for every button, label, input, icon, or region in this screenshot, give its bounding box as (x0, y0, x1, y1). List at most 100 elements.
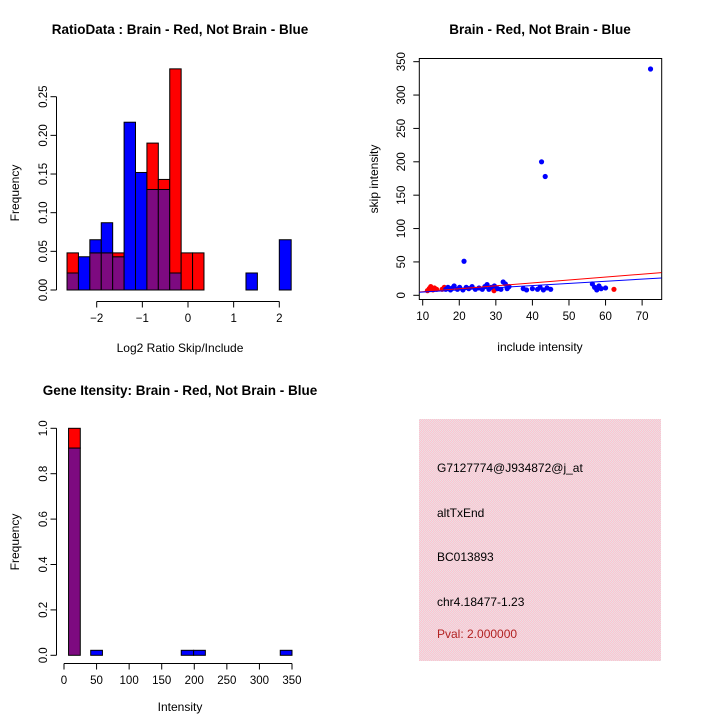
bar-segment (100, 222, 114, 254)
bar-segment (66, 252, 79, 274)
scatter-xlabel: include intensity (497, 340, 583, 354)
data-point-blue (529, 286, 536, 292)
bar-segment (89, 252, 102, 291)
tick-label: 0.4 (38, 556, 50, 573)
bar-segment (157, 188, 171, 291)
tick-label: 300 (396, 85, 408, 104)
tick-label: −1 (136, 313, 149, 325)
bar-segment (157, 178, 171, 190)
data-point-blue (598, 286, 604, 292)
tick-label: 1.0 (38, 420, 50, 436)
pval-text: Pval: 2.000000 (437, 627, 518, 641)
tick-label: 0.00 (38, 279, 50, 301)
tick-label: 0.8 (38, 466, 50, 482)
data-point-blue (523, 287, 530, 293)
tick-label: 100 (396, 219, 408, 238)
tick-label: 150 (396, 186, 408, 205)
data-point-blue (484, 282, 490, 288)
bar-segment (192, 252, 205, 291)
tick-label: 0.15 (38, 163, 50, 185)
tick-label: 0 (396, 292, 408, 298)
data-point-blue (451, 283, 457, 289)
tick-label: −2 (90, 313, 103, 325)
ratio-histogram-title: RatioData : Brain - Red, Not Brain - Blu… (51, 22, 309, 37)
bar-segment (278, 239, 292, 291)
fit-line-blue (419, 277, 662, 293)
data-point-blue (542, 173, 548, 180)
tick-label: 10 (416, 311, 429, 323)
tick-label: 250 (217, 675, 236, 687)
ratio-histogram: 0.00 0.05 0.10 0.15 0.20 0.25 −2 −1 0 1 2 (38, 68, 292, 325)
accession-text: BC013893 (437, 550, 494, 564)
tick-label: 30 (489, 311, 502, 323)
gene-intensity-histogram: 0.0 0.2 0.4 0.6 0.8 1.0 0 50 100 150 200 250 300 350 (38, 420, 302, 687)
data-point-red (611, 286, 617, 292)
bar-segment (180, 649, 195, 656)
bar-segment (112, 252, 125, 258)
bar-segment (112, 256, 125, 291)
ratio-histogram-ylabel: Frequency (8, 164, 22, 222)
bar-segment (146, 142, 159, 190)
probe-id-text: G7127774@J934872@j_at (437, 461, 583, 475)
tick-label: 150 (152, 675, 171, 687)
tick-label: 60 (599, 311, 612, 323)
tick-label: 50 (90, 675, 103, 687)
data-point-blue (594, 287, 600, 293)
tick-label: 1 (230, 313, 236, 325)
bar-segment (193, 649, 206, 656)
data-point-blue (602, 285, 609, 291)
genomic-location-text: chr4.18477-1.23 (437, 595, 525, 609)
tick-label: 0.0 (38, 647, 50, 663)
tick-label: 20 (453, 311, 466, 323)
plot-box (418, 58, 663, 300)
tick-label: 0.6 (38, 511, 50, 527)
tick-label: 350 (282, 675, 301, 687)
tick-label: 0.10 (38, 201, 50, 223)
tick-label: 350 (396, 52, 408, 71)
tick-label: 50 (396, 256, 408, 269)
tick-label: 200 (185, 675, 204, 687)
tick-label: 70 (636, 311, 649, 323)
bar-segment (279, 649, 293, 656)
tick-label: 0 (61, 675, 67, 687)
bar-segment (66, 272, 79, 291)
gene-histogram-xlabel: Intensity (157, 700, 203, 714)
tick-label: 50 (563, 311, 576, 323)
bar-segment (68, 427, 81, 449)
intensity-scatter: 0 50 100 150 200 250 300 350 10 20 30 40 50 60 70 (396, 52, 663, 323)
tick-label: 300 (250, 675, 269, 687)
bar-segment (135, 171, 148, 291)
tick-label: 200 (396, 152, 408, 171)
fit-line-red (419, 272, 662, 293)
bar-segment (169, 272, 182, 291)
scatter-title: Brain - Red, Not Brain - Blue (449, 22, 631, 37)
tick-label: 0.2 (38, 602, 50, 618)
bar-segment (180, 252, 194, 291)
scatter-ylabel: skip intensity (367, 144, 381, 214)
tick-label: 40 (526, 311, 539, 323)
bar-segment (123, 121, 137, 291)
tick-label: 250 (396, 119, 408, 138)
tick-label: 0.05 (38, 240, 50, 262)
data-point-blue (461, 258, 467, 264)
bar-segment (77, 256, 91, 291)
gene-histogram-title: Gene Itensity: Brain - Red, Not Brain - … (42, 383, 318, 398)
data-point-blue (647, 66, 654, 72)
data-point-blue (538, 159, 545, 165)
bar-segment (100, 252, 114, 291)
bar-segment (89, 239, 102, 254)
tick-label: 0 (185, 313, 191, 325)
tick-label: 0.20 (38, 124, 50, 146)
data-point-blue (548, 286, 554, 292)
splice-event-text: altTxEnd (437, 506, 485, 520)
bar-segment (146, 188, 159, 291)
info-box: G7127774@J934872@j_at altTxEnd BC013893 … (419, 419, 661, 661)
ratio-histogram-xlabel: Log2 Ratio Skip/Include (116, 341, 244, 355)
bar-segment (90, 649, 103, 656)
gene-histogram-ylabel: Frequency (8, 513, 22, 571)
tick-label: 0.25 (38, 86, 50, 108)
tick-label: 2 (276, 313, 282, 325)
tick-label: 100 (120, 675, 139, 687)
